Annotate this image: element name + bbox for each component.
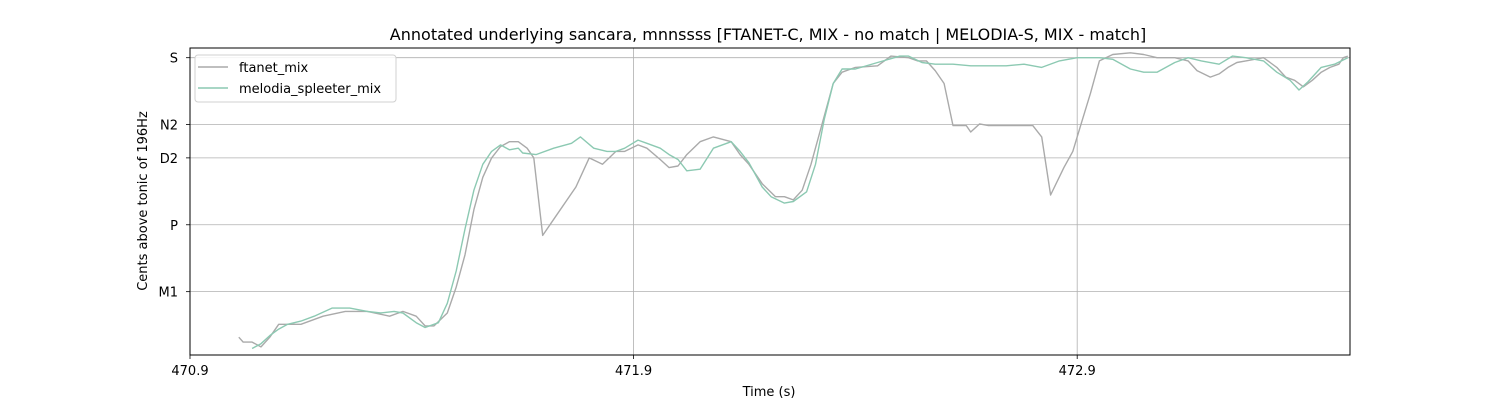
y-axis-label: Cents above tonic of 196Hz <box>136 111 151 291</box>
x-axis-label: Time (s) <box>742 385 796 400</box>
legend-box <box>194 54 397 103</box>
y-tick-label: N2 <box>160 119 178 134</box>
plot-frame <box>189 47 1351 356</box>
legend-label: ftanet_mix <box>239 61 309 76</box>
x-tick-label: 470.9 <box>171 364 208 379</box>
y-tick-label: S <box>170 52 178 67</box>
x-tick-label: 471.9 <box>615 364 652 379</box>
series-line-melodia-spleeter-mix <box>251 55 1349 350</box>
series-line-ftanet-mix <box>238 52 1349 348</box>
y-tick-label: D2 <box>160 152 178 167</box>
y-tick-label: M1 <box>159 286 179 301</box>
legend: ftanet_mix melodia_spleeter_mix <box>194 54 397 103</box>
chart-title: Annotated underlying sancara, mnnssss [F… <box>390 25 1146 44</box>
y-tick-label: P <box>170 219 178 234</box>
x-tick-label: 472.9 <box>1059 364 1096 379</box>
legend-label: melodia_spleeter_mix <box>239 82 381 97</box>
axis-ticks: 470.9 471.9 472.9 S N2 D2 P M1 <box>159 52 1096 379</box>
plot-series <box>238 52 1349 350</box>
